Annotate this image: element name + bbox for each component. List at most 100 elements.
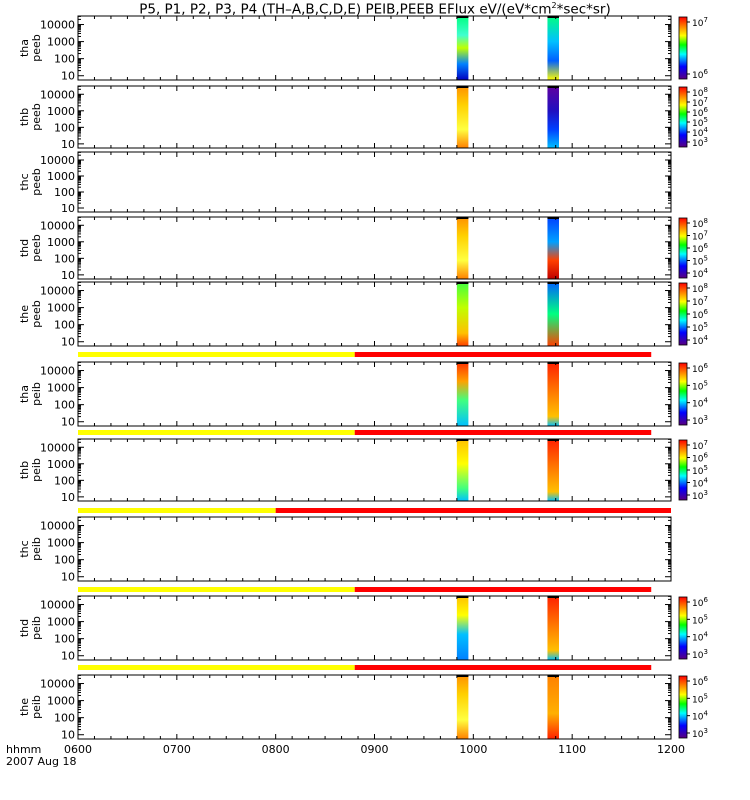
panel-label-instrument: tha <box>18 385 31 403</box>
mode-bar-yellow <box>78 587 355 592</box>
spectrogram-band-2 <box>547 362 559 426</box>
band-top-marker <box>456 217 469 219</box>
y-tick-label: 100 <box>54 554 75 567</box>
colorbar-tick-label: 105 <box>692 464 708 477</box>
colorbar-tick-label: 107 <box>692 230 708 243</box>
panel-label-product: peib <box>30 537 43 561</box>
band-top-marker <box>547 16 559 18</box>
x-tick-label: 0600 <box>64 743 92 756</box>
mode-bar-yellow <box>78 430 355 435</box>
colorbar <box>678 362 688 426</box>
spectrogram-band-1 <box>456 439 469 501</box>
panel-thd_peib: 10 100 1000 10000 thd peib 106 105 104 103 <box>18 587 708 663</box>
spectrogram-band-1 <box>456 675 469 739</box>
spectrogram-band-2 <box>547 217 559 279</box>
colorbar-tick-label: 104 <box>692 477 708 490</box>
spectrogram-band-1 <box>456 86 469 148</box>
panel-label-product: peib <box>30 382 43 406</box>
spectrogram-band-1 <box>456 362 469 426</box>
colorbar-tick-label: 105 <box>692 692 708 705</box>
band-top-marker <box>547 282 559 284</box>
colorbar <box>678 282 688 346</box>
colorbar-tick-label: 108 <box>692 217 708 230</box>
colorbar-tick-label: 107 <box>692 439 708 452</box>
band-top-marker <box>456 596 469 598</box>
x-tick-label: 1100 <box>558 743 586 756</box>
y-tick-label: 1000 <box>47 537 75 550</box>
colorbar-tick-label: 103 <box>692 727 708 740</box>
spectrogram-band-2 <box>547 675 559 739</box>
y-tick-label: 100 <box>54 121 75 134</box>
x-tick-label: 1000 <box>459 743 487 756</box>
x-tick-label: 0800 <box>262 743 290 756</box>
y-tick-label: 100 <box>54 53 75 66</box>
y-tick-label: 1000 <box>47 105 75 118</box>
colorbar-tick-label: 103 <box>692 136 708 149</box>
band-top-marker <box>456 86 469 88</box>
y-tick-label: 1000 <box>47 695 75 708</box>
colorbar-tick-label: 106 <box>692 596 708 609</box>
colorbar-tick-label: 103 <box>692 648 708 661</box>
panel-frame <box>77 281 672 347</box>
mode-bar-red <box>354 352 652 357</box>
colorbar <box>678 675 688 739</box>
panel-frame <box>77 361 672 427</box>
y-tick-label: 10 <box>61 269 75 282</box>
spectrogram-band-2 <box>547 16 559 80</box>
panel-label-instrument: the <box>18 305 31 323</box>
panel-label-instrument: the <box>18 698 31 716</box>
colorbar-tick-label: 108 <box>692 282 708 295</box>
panel-frame <box>77 151 672 213</box>
y-tick-label: 10000 <box>40 441 75 454</box>
panel-frame <box>77 216 672 280</box>
y-tick-label: 10 <box>61 202 75 215</box>
spectrogram-band-1 <box>456 217 469 279</box>
colorbar <box>678 217 688 279</box>
colorbar-tick-label: 103 <box>692 414 708 427</box>
y-tick-label: 10000 <box>40 599 75 612</box>
panel-label-instrument: thb <box>18 108 31 126</box>
y-tick-label: 10 <box>61 650 75 663</box>
colorbar <box>678 86 688 148</box>
colorbar-tick-label: 106 <box>692 106 708 119</box>
colorbar-tick-label: 106 <box>692 242 708 255</box>
panel-label-instrument: thd <box>18 239 31 257</box>
y-tick-label: 100 <box>54 633 75 646</box>
band-top-marker <box>456 16 469 18</box>
colorbar-tick-label: 106 <box>692 452 708 465</box>
colorbar-tick-label: 104 <box>692 267 708 280</box>
panel-label-instrument: tha <box>18 39 31 57</box>
chart-title: P5, P1, P2, P3, P4 (TH–A,B,C,D,E) PEIB,P… <box>139 1 611 18</box>
colorbar-tick-label: 107 <box>692 295 708 308</box>
band-top-marker <box>547 439 559 441</box>
band-top-marker <box>547 217 559 219</box>
colorbar-tick-label: 105 <box>692 321 708 334</box>
spectrogram-band-2 <box>547 596 559 660</box>
y-tick-label: 10 <box>61 729 75 742</box>
colorbar-tick-label: 104 <box>692 710 708 723</box>
colorbar-tick-label: 103 <box>692 489 708 502</box>
y-tick-label: 100 <box>54 252 75 265</box>
band-top-marker <box>456 362 469 364</box>
band-top-marker <box>456 675 469 677</box>
mode-bar-red <box>354 587 652 592</box>
colorbar-tick-label: 105 <box>692 255 708 268</box>
spectrogram-band-1 <box>456 596 469 660</box>
colorbar-tick-label: 108 <box>692 86 708 99</box>
panel-frame <box>77 85 672 149</box>
y-tick-label: 10 <box>61 336 75 349</box>
date-label: 2007 Aug 18 <box>6 755 77 768</box>
panel-label-product: peeb <box>30 34 43 62</box>
x-tick-label: 0900 <box>361 743 389 756</box>
panel-label-instrument: thb <box>18 461 31 479</box>
y-tick-label: 10 <box>61 416 75 429</box>
x-axis-footer: hhmm 2007 Aug 18 <box>6 744 76 768</box>
y-tick-label: 1000 <box>47 382 75 395</box>
y-tick-label: 10000 <box>40 19 75 32</box>
panel-tha_peeb: 10 100 1000 10000 tha peeb 107 106 <box>18 15 708 83</box>
panel-the_peib: 10 100 1000 10000 the peib 106 105 104 103 <box>18 665 708 742</box>
panel-tha_peib: 10 100 1000 10000 tha peib 106 105 104 103 <box>18 352 708 429</box>
colorbar-tick-label: 106 <box>692 675 708 688</box>
